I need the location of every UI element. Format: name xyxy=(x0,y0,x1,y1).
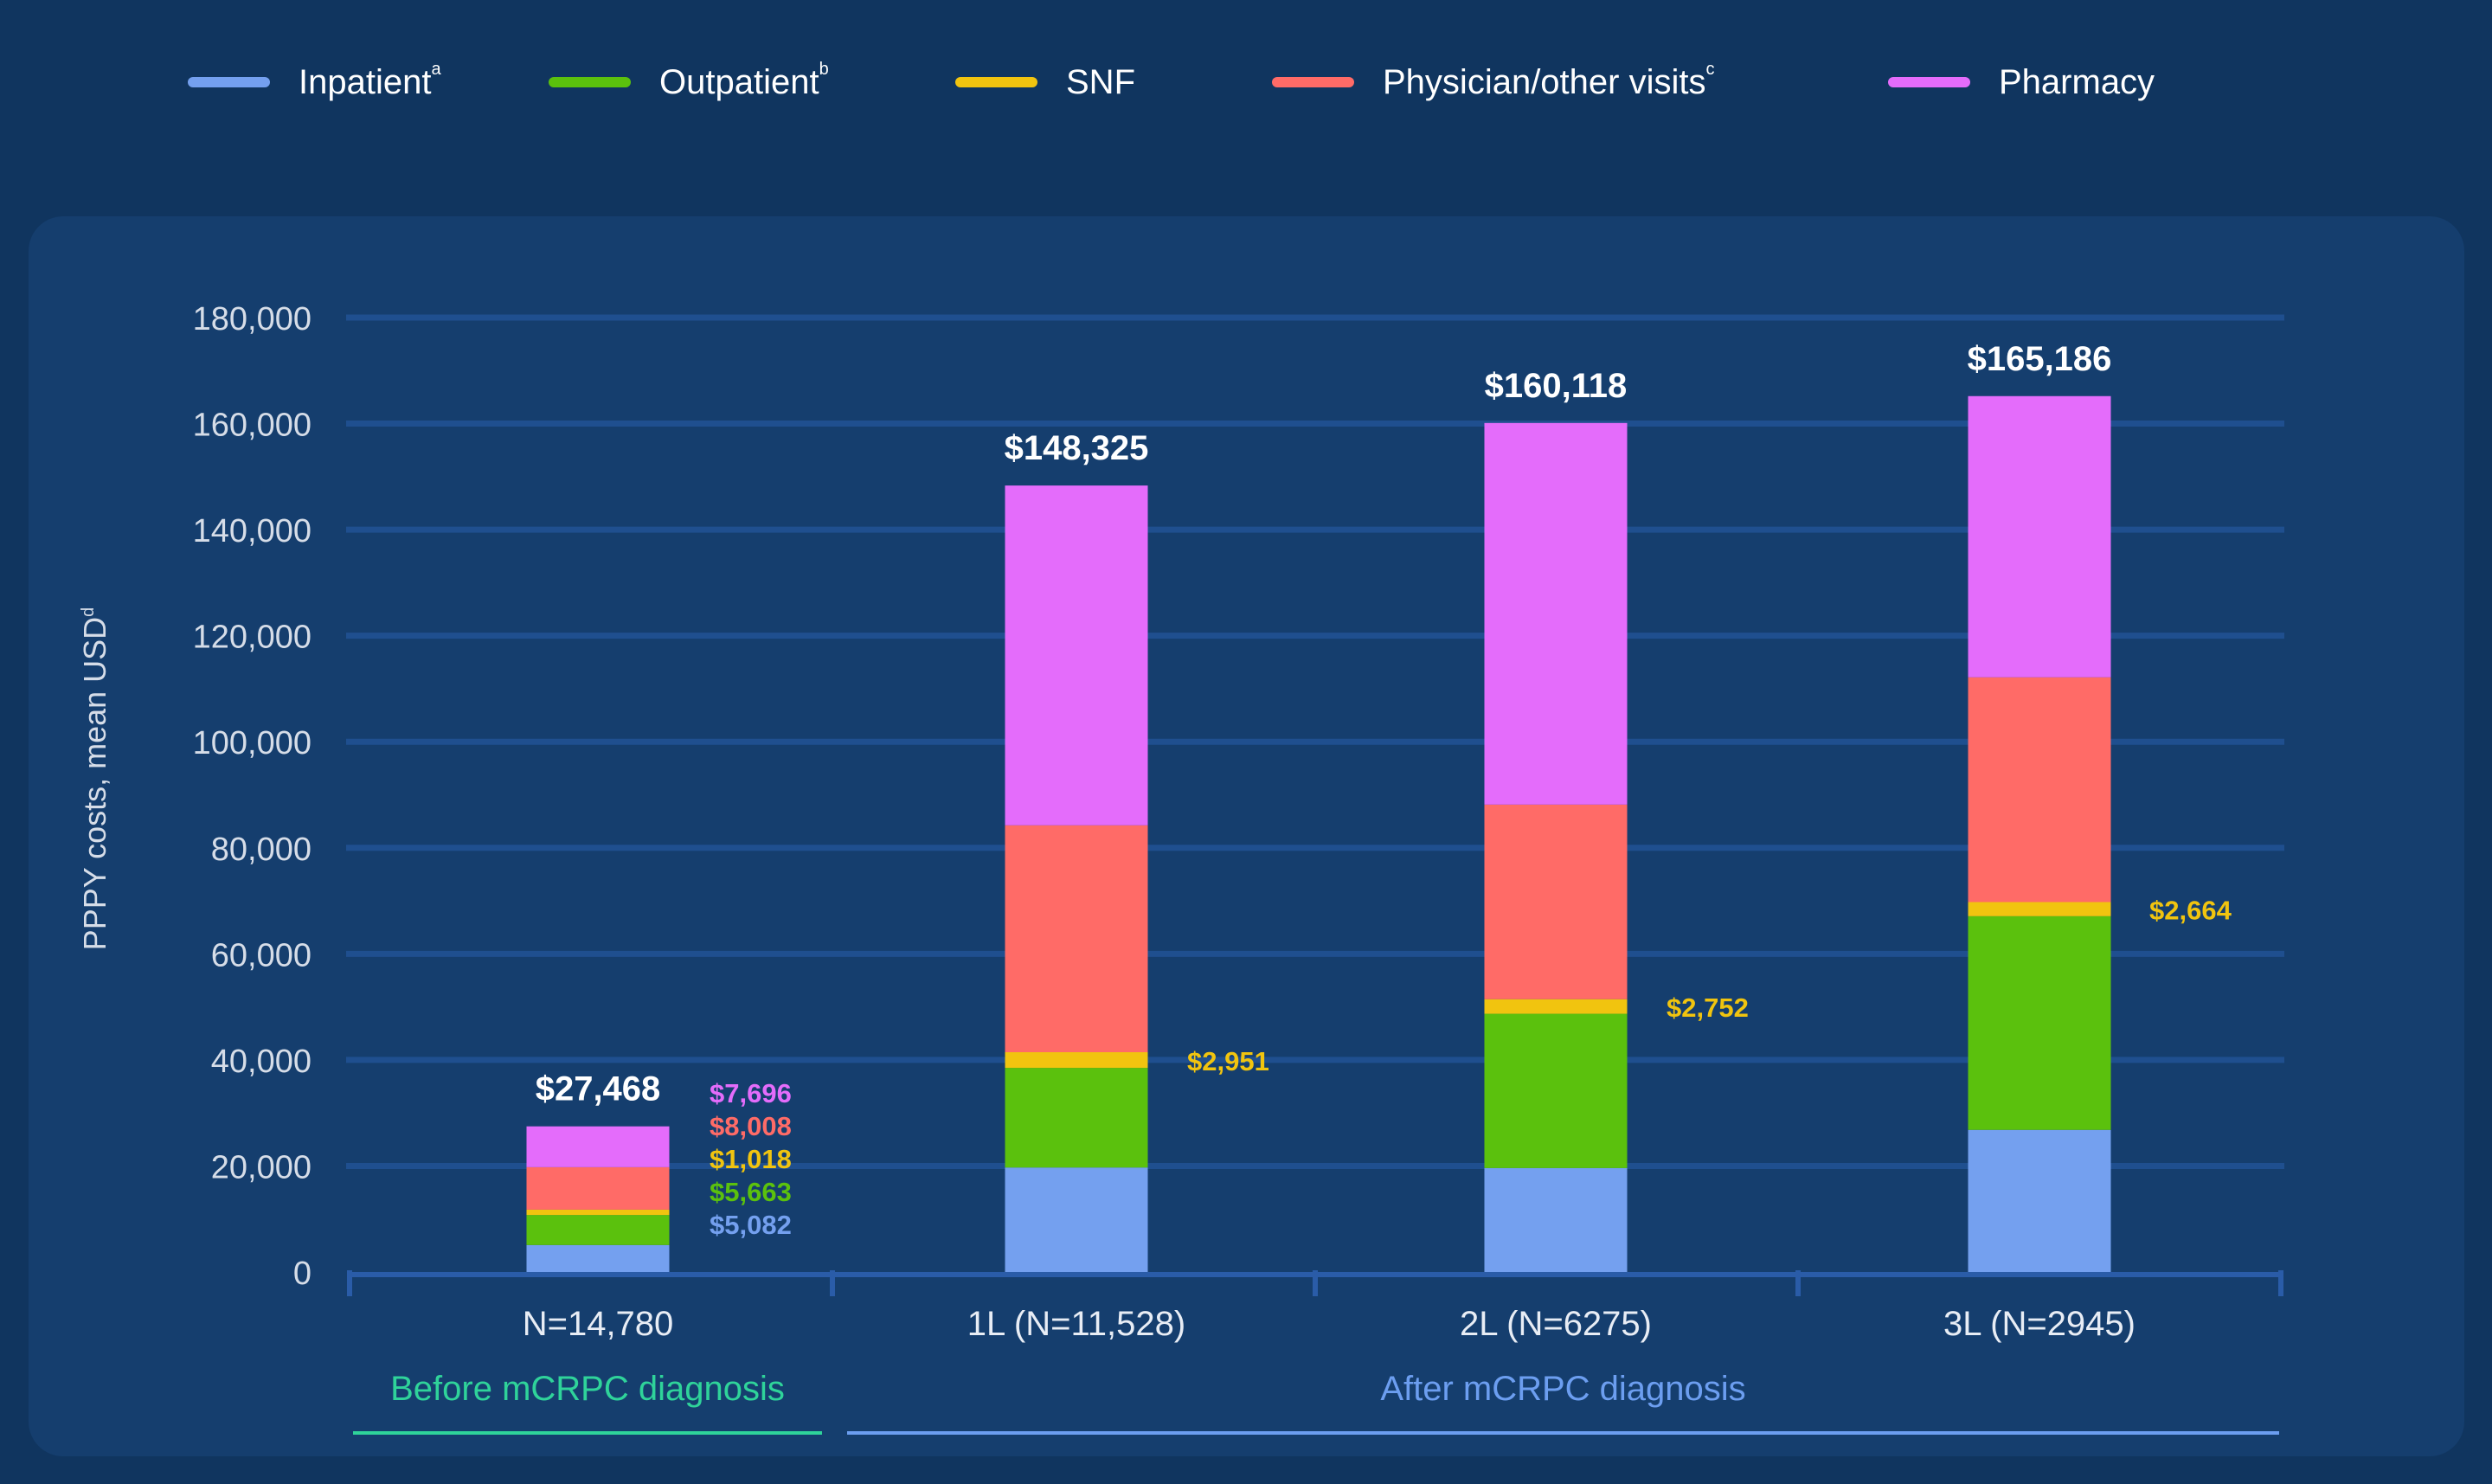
legend: Inpatienta Outpatientb SNF Physician/other … xyxy=(0,52,2492,112)
bar-segment-pharmacy xyxy=(1005,485,1148,826)
bar-segment-inpatient xyxy=(1484,1167,1628,1272)
segment-value-label: $2,951 xyxy=(1187,1046,1269,1076)
bar-segment-outpatient xyxy=(1968,915,2111,1130)
legend-label: Pharmacy xyxy=(1999,62,2155,101)
legend-swatch xyxy=(1888,77,1970,87)
bar-segment-inpatient xyxy=(1968,1129,2111,1272)
y-axis-label: PPPY costs, mean USDd xyxy=(77,607,112,951)
y-tick-label: 20,000 xyxy=(211,1149,312,1185)
bar-total-label: $27,468 xyxy=(536,1070,661,1108)
legend-swatch xyxy=(1272,77,1354,87)
bar-segment-snf xyxy=(526,1209,670,1216)
bar-segment-pharmacy xyxy=(1484,422,1628,805)
bar-total-label: $148,325 xyxy=(1005,429,1149,467)
y-tick-label: 120,000 xyxy=(193,620,312,656)
legend-swatch xyxy=(549,77,631,87)
y-tick-label: 40,000 xyxy=(211,1044,312,1080)
legend-item-pharmacy: Pharmacy xyxy=(1888,52,2155,112)
segment-value-label: $2,752 xyxy=(1667,993,1749,1023)
legend-item-snf: SNF xyxy=(955,52,1135,112)
y-tick-label: 80,000 xyxy=(211,832,312,868)
y-tick-label: 140,000 xyxy=(193,513,312,549)
bar-segment-snf xyxy=(1968,902,2111,916)
y-tick-label: 100,000 xyxy=(193,725,312,761)
group-label: Before mCRPC diagnosis xyxy=(390,1370,785,1408)
legend-swatch xyxy=(955,77,1037,87)
x-tick-label: 3L (N=2945) xyxy=(1943,1305,2136,1343)
bar-segment-outpatient xyxy=(526,1215,670,1245)
legend-label: SNF xyxy=(1066,62,1135,101)
bar-total-label: $165,186 xyxy=(1968,340,2112,378)
y-tick-label: 60,000 xyxy=(211,937,312,973)
segment-value-label: $5,082 xyxy=(710,1210,792,1240)
segment-value-label: $5,663 xyxy=(710,1177,792,1207)
x-tick-label: 2L (N=6275) xyxy=(1460,1305,1652,1343)
y-tick-label: 180,000 xyxy=(193,301,312,337)
legend-item-physician-other-visits: Physician/other visitsc xyxy=(1272,52,1714,112)
bar-segment-snf xyxy=(1005,1051,1148,1069)
segment-value-label: $2,664 xyxy=(2149,896,2232,926)
legend-swatch xyxy=(188,77,270,87)
x-tick-label: N=14,780 xyxy=(523,1305,674,1343)
bar-segment-outpatient xyxy=(1484,1013,1628,1168)
bar-segment-snf xyxy=(1484,999,1628,1014)
bar-segment-pharmacy xyxy=(526,1126,670,1167)
legend-label: Inpatienta xyxy=(299,59,441,101)
legend-label: Outpatientb xyxy=(659,59,829,101)
segment-value-label: $8,008 xyxy=(710,1111,792,1141)
x-tick-label: 1L (N=11,528) xyxy=(967,1305,1185,1343)
bar-segment-outpatient xyxy=(1005,1068,1148,1168)
bar-segment-physician-other-visits xyxy=(1484,804,1628,999)
bar-segment-physician-other-visits xyxy=(1968,677,2111,903)
group-label: After mCRPC diagnosis xyxy=(1380,1370,1745,1408)
legend-item-inpatient: Inpatienta xyxy=(188,52,441,112)
bar-segment-pharmacy xyxy=(1968,395,2111,678)
bar-segment-inpatient xyxy=(526,1244,670,1272)
segment-value-label: $1,018 xyxy=(710,1144,792,1174)
legend-label: Physician/other visitsc xyxy=(1383,59,1715,101)
y-tick-label: 160,000 xyxy=(193,408,312,444)
segment-value-label: $7,696 xyxy=(710,1078,792,1108)
bar-segment-inpatient xyxy=(1005,1167,1148,1272)
bar-segment-physician-other-visits xyxy=(1005,825,1148,1052)
bar-total-label: $160,118 xyxy=(1485,367,1628,405)
bar-segment-physician-other-visits xyxy=(526,1166,670,1210)
y-tick-label: 0 xyxy=(293,1256,312,1292)
legend-item-outpatient: Outpatientb xyxy=(549,52,829,112)
